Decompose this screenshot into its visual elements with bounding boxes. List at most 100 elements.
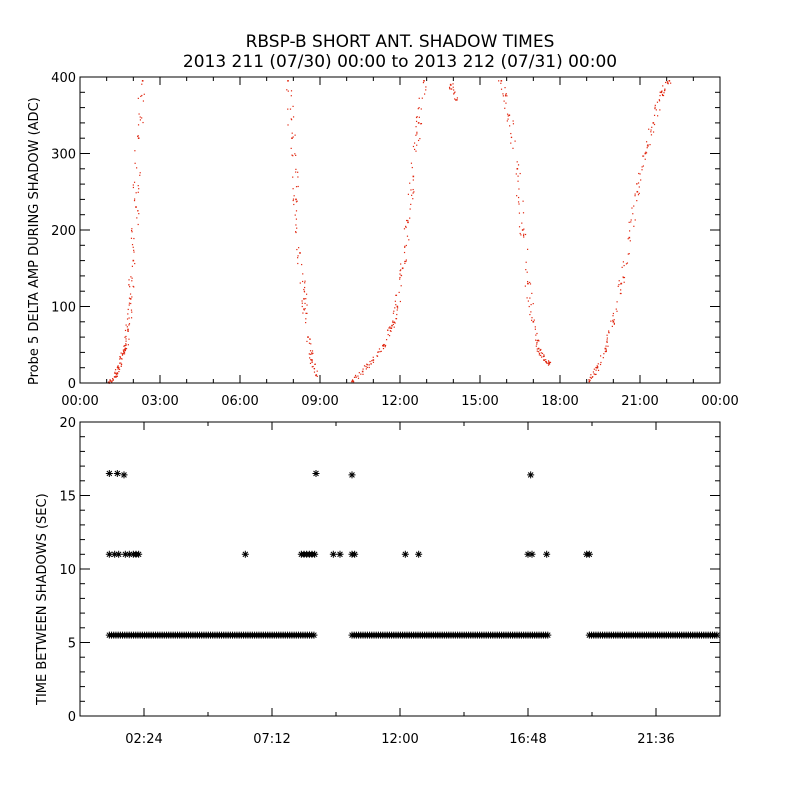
amp-point	[531, 317, 533, 319]
amp-point	[125, 343, 127, 345]
amp-point	[126, 326, 128, 328]
amp-point	[536, 343, 538, 345]
amp-point	[133, 249, 135, 251]
amp-point	[630, 221, 632, 223]
amp-point	[661, 91, 663, 93]
amp-point	[131, 265, 134, 267]
amp-point	[642, 165, 645, 167]
amp-point	[308, 353, 310, 355]
amp-point	[130, 237, 133, 239]
amp-point	[141, 117, 143, 119]
amp-point	[128, 338, 130, 340]
amp-point	[534, 326, 536, 328]
amp-point	[305, 318, 307, 320]
amp-point	[139, 174, 141, 176]
amp-point	[113, 376, 116, 378]
amp-point	[114, 372, 116, 374]
amp-point	[115, 373, 117, 375]
amp-point	[413, 142, 416, 144]
amp-point	[605, 348, 607, 350]
amp-point	[540, 352, 542, 354]
amp-point	[641, 169, 643, 171]
amp-point	[620, 292, 622, 295]
amp-point	[301, 300, 303, 302]
amp-point	[122, 349, 124, 351]
amp-point	[417, 122, 420, 124]
amp-point	[527, 282, 529, 285]
amp-point	[131, 231, 133, 233]
amp-point	[588, 379, 590, 381]
amp-point	[119, 356, 122, 358]
amp-point	[309, 350, 312, 352]
amp-point	[298, 247, 300, 249]
amp-point	[504, 107, 506, 109]
amp-point	[520, 234, 522, 236]
amp-point	[117, 365, 119, 368]
amp-point	[299, 252, 301, 254]
amp-point	[613, 319, 615, 321]
amp-point	[412, 145, 415, 148]
amp-point	[410, 203, 412, 205]
amp-point	[363, 365, 366, 367]
amp-point	[538, 354, 540, 356]
amp-point	[353, 381, 355, 383]
amp-point	[415, 150, 417, 152]
amp-point	[415, 120, 418, 122]
amp-point	[622, 261, 625, 263]
amp-point	[130, 317, 133, 319]
amp-point	[140, 95, 142, 98]
amp-point	[296, 200, 298, 202]
amp-point	[415, 134, 417, 136]
amp-point	[515, 173, 517, 175]
amp-point	[522, 212, 525, 214]
amp-point	[311, 352, 313, 354]
amp-point	[124, 344, 126, 347]
time-x-tick-label: 16:48	[509, 732, 546, 747]
amp-point	[599, 363, 602, 366]
amp-point	[610, 320, 612, 322]
amp-point	[125, 335, 127, 338]
amp-point	[591, 376, 593, 378]
amp-point	[420, 108, 422, 110]
amp-point	[370, 363, 372, 365]
time-point-marker	[121, 550, 129, 558]
amp-point	[128, 317, 130, 319]
amp-point	[608, 330, 610, 332]
time-point-marker	[105, 469, 113, 477]
amp-point	[305, 298, 307, 300]
amp-point	[519, 232, 521, 235]
amp-point	[510, 132, 512, 135]
amp-point	[662, 85, 664, 87]
amp-point	[295, 154, 297, 157]
amp-point	[135, 206, 137, 208]
amp-point	[417, 108, 419, 110]
amp-point	[297, 255, 299, 257]
amp-point	[295, 171, 297, 173]
amp-point	[595, 373, 597, 375]
amp-point	[606, 334, 608, 336]
amp-point	[590, 377, 592, 379]
amp-point	[629, 230, 631, 232]
amp-point	[382, 347, 385, 350]
amp-point	[301, 280, 304, 283]
amp-point	[378, 348, 381, 350]
amp-point	[531, 319, 533, 321]
amp-point	[366, 366, 368, 369]
amp-point	[295, 168, 297, 170]
amp-point	[286, 89, 288, 91]
amp-point	[657, 115, 659, 117]
amp-point	[392, 321, 394, 323]
amp-point	[351, 379, 354, 381]
amp-point	[529, 297, 531, 299]
amp-point	[532, 303, 534, 305]
amp-point	[634, 195, 636, 197]
amp-point	[395, 294, 397, 296]
amp-point	[392, 323, 395, 326]
amp-point	[119, 362, 121, 364]
amp-point	[628, 236, 631, 239]
amp-point	[594, 373, 596, 376]
amp-point	[357, 375, 359, 377]
amp-point	[637, 194, 640, 196]
amp-point	[518, 212, 521, 214]
time-point-marker	[348, 471, 356, 479]
